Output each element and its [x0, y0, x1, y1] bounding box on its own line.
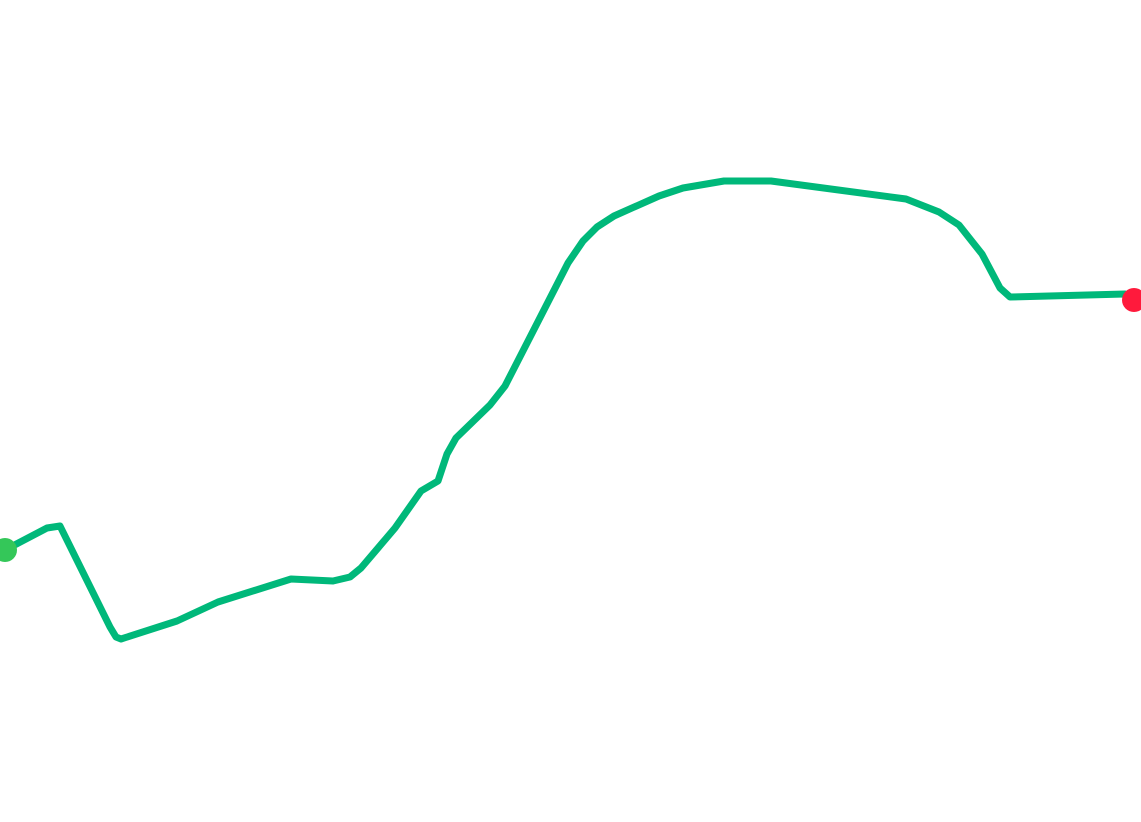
route-line: [1, 177, 1138, 643]
end-marker[interactable]: [1122, 288, 1141, 312]
start-marker[interactable]: [0, 538, 17, 562]
